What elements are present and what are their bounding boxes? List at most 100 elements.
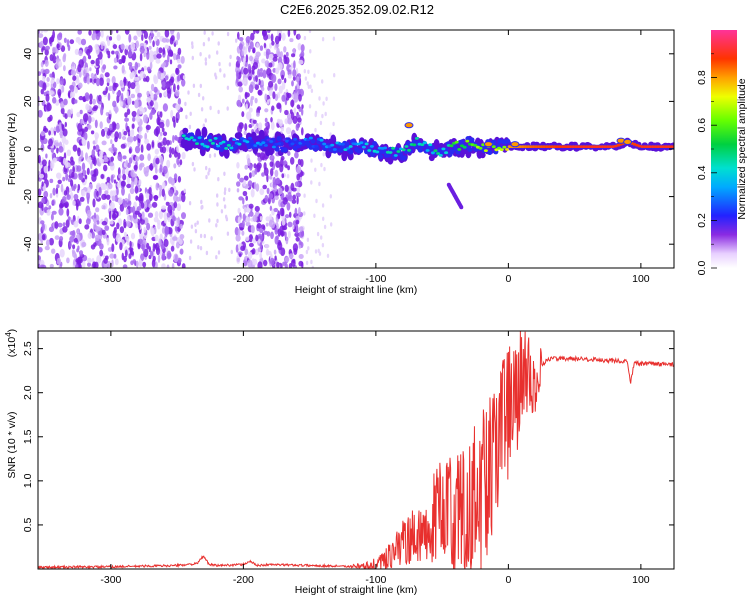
noise-speckle: [139, 70, 145, 80]
noise-speckle: [176, 58, 181, 64]
snr-background: [38, 331, 674, 569]
noise-speckle: [238, 122, 244, 130]
noise-speckle: [128, 193, 131, 202]
noise-speckle: [256, 223, 262, 229]
noise-speckle: [173, 194, 178, 203]
noise-speckle: [306, 81, 309, 86]
noise-speckle: [296, 104, 301, 110]
noise-speckle: [175, 89, 180, 97]
noise-speckle: [287, 151, 291, 156]
noise-speckle: [81, 162, 86, 171]
noise-speckle: [315, 198, 318, 204]
noise-speckle: [250, 32, 255, 41]
noise-speckle: [282, 261, 286, 266]
noise-speckle: [38, 71, 42, 76]
noise-speckle: [285, 164, 288, 169]
noise-speckle: [305, 249, 309, 255]
noise-speckle: [65, 173, 69, 181]
noise-speckle: [187, 90, 190, 95]
ridge-peak: [422, 141, 427, 145]
noise-speckle: [108, 147, 114, 152]
noise-speckle: [276, 118, 281, 124]
noise-speckle: [222, 197, 226, 202]
noise-speckle: [223, 190, 227, 196]
noise-speckle: [307, 69, 310, 75]
noise-speckle: [165, 201, 170, 206]
noise-speckle: [43, 165, 48, 174]
noise-speckle: [281, 74, 285, 81]
noise-speckle: [107, 92, 111, 101]
noise-speckle: [204, 57, 207, 62]
noise-speckle: [291, 224, 295, 230]
noise-speckle: [88, 30, 92, 36]
noise-speckle: [329, 194, 332, 199]
noise-speckle: [224, 187, 227, 192]
noise-speckle: [73, 237, 78, 243]
noise-speckle: [148, 246, 151, 253]
x-tick-label: -100: [365, 273, 386, 285]
ridge-peak: [430, 151, 435, 155]
noise-speckle: [161, 81, 166, 88]
noise-speckle: [253, 181, 257, 190]
ridge-peak: [401, 148, 406, 152]
noise-speckle: [158, 47, 163, 54]
noise-speckle: [281, 94, 286, 102]
noise-speckle: [69, 188, 73, 193]
noise-speckle: [90, 72, 94, 79]
ridge-peak: [314, 144, 319, 148]
noise-speckle: [52, 46, 56, 53]
spectrogram-y-ticks: -40 -20 0 20 40: [22, 48, 674, 252]
noise-speckle: [122, 264, 128, 268]
noise-speckle: [177, 216, 180, 226]
noise-speckle: [151, 141, 155, 148]
noise-speckle: [237, 173, 241, 180]
noise-speckle: [191, 55, 194, 61]
noise-speckle: [145, 75, 150, 83]
ridge-halo: [182, 127, 189, 134]
noise-speckle: [49, 193, 53, 199]
noise-speckle: [56, 78, 60, 85]
noise-speckle: [226, 85, 230, 91]
noise-speckle: [236, 181, 241, 187]
noise-speckle: [71, 91, 75, 98]
noise-speckle: [38, 255, 41, 261]
noise-speckle: [75, 78, 80, 84]
snr-y-scale-exponent: 4: [4, 332, 13, 337]
noise-speckle: [207, 171, 210, 176]
noise-speckle: [131, 110, 137, 118]
ridge-peak: [364, 142, 369, 146]
noise-speckle: [237, 81, 243, 87]
y-tick-label: 0.5: [22, 517, 34, 532]
noise-speckle: [275, 177, 281, 185]
ridge-peak: [348, 145, 353, 148]
noise-speckle: [89, 67, 92, 72]
noise-speckle: [292, 258, 296, 264]
noise-speckle: [191, 41, 194, 46]
noise-speckle: [155, 157, 160, 165]
noise-speckle: [98, 186, 102, 196]
noise-speckle: [161, 263, 166, 268]
noise-speckle: [266, 67, 272, 76]
noise-speckle: [264, 194, 269, 203]
noise-speckle: [172, 215, 176, 222]
noise-speckle: [80, 150, 84, 160]
noise-speckle: [164, 44, 169, 49]
noise-speckle: [287, 117, 293, 125]
noise-speckle: [46, 103, 52, 112]
noise-speckle: [322, 152, 325, 157]
noise-speckle: [169, 51, 174, 57]
noise-speckle: [111, 195, 116, 202]
ridge-peak: [483, 149, 488, 153]
noise-speckle: [298, 260, 304, 267]
noise-speckle: [313, 213, 316, 218]
noise-speckle: [123, 79, 127, 87]
y-tick-label: 20: [22, 95, 34, 107]
noise-speckle: [152, 40, 155, 48]
noise-speckle: [325, 96, 328, 102]
noise-speckle: [277, 78, 282, 85]
noise-speckle: [161, 188, 165, 197]
noise-speckle: [243, 77, 249, 87]
noise-speckle: [259, 45, 264, 51]
